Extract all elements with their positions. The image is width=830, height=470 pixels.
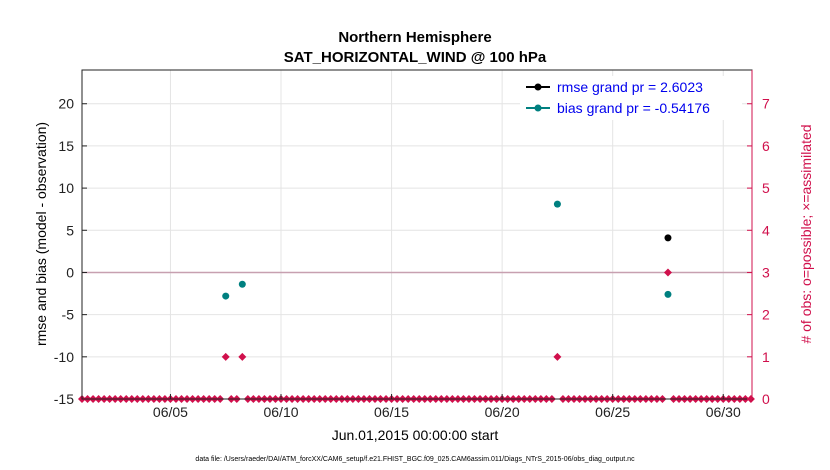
x-tick-label: 06/05 [153, 404, 188, 420]
y-right-tick-label: 5 [762, 180, 770, 196]
x-axis-label: Jun.01,2015 00:00:00 start [332, 427, 499, 443]
y-axis-label: rmse and bias (model - observation) [33, 122, 49, 346]
legend-bias-label: bias grand pr = -0.54176 [557, 100, 710, 116]
footer-data-file: data file: /Users/raeder/DAI/ATM_forcXX/… [195, 456, 635, 463]
y-tick-label: 5 [66, 222, 74, 238]
y-right-tick-label: 1 [762, 349, 770, 365]
y-right-tick-label: 3 [762, 264, 770, 280]
legend-bias-marker [534, 104, 542, 112]
x-tick-label: 06/20 [485, 404, 520, 420]
x-tick-label: 06/25 [595, 404, 630, 420]
x-tick-label: 06/15 [374, 404, 409, 420]
y-right-axis-label: # of obs: o=possible; ×=assimilated [798, 124, 814, 343]
x-tick-label: 06/30 [706, 404, 741, 420]
x-axis-ticks: 06/05 06/10 06/15 06/20 06/25 06/30 [153, 394, 741, 420]
legend-box [520, 76, 742, 120]
legend: rmse grand pr = 2.6023 bias grand pr = -… [520, 76, 742, 120]
x-tick-label: 06/10 [263, 404, 298, 420]
obs-count-marker [663, 268, 672, 277]
y-right-tick-label: 0 [762, 391, 770, 407]
y-tick-label: 15 [58, 138, 74, 154]
y-tick-label: -15 [54, 391, 74, 407]
legend-rmse-label: rmse grand pr = 2.6023 [557, 79, 703, 95]
y-tick-label: -5 [62, 307, 75, 323]
obs-count-marker [553, 352, 562, 361]
bias-point [222, 292, 230, 300]
y-tick-label: 0 [66, 264, 74, 280]
bias-point [553, 200, 561, 208]
y-tick-label: -10 [54, 349, 74, 365]
plot-area [82, 70, 752, 399]
y-tick-label: 20 [58, 96, 74, 112]
y-right-tick-label: 6 [762, 138, 770, 154]
y-axis-ticks: -15 -10 -5 0 5 10 15 20 [54, 96, 87, 407]
bias-point [664, 290, 672, 298]
chart-title: Northern Hemisphere [338, 29, 491, 46]
y-right-axis-ticks: 0 1 2 3 4 5 6 7 [747, 96, 770, 407]
y-right-tick-label: 7 [762, 96, 770, 112]
bias-point [238, 280, 246, 288]
y-right-tick-label: 4 [762, 222, 770, 238]
y-tick-label: 10 [58, 180, 74, 196]
obs-count-marker [238, 352, 247, 361]
y-right-tick-label: 2 [762, 307, 770, 323]
obs-count-marker [221, 352, 230, 361]
legend-rmse-marker [534, 83, 542, 91]
chart-subtitle: SAT_HORIZONTAL_WIND @ 100 hPa [284, 49, 547, 66]
rmse-point [664, 234, 672, 242]
